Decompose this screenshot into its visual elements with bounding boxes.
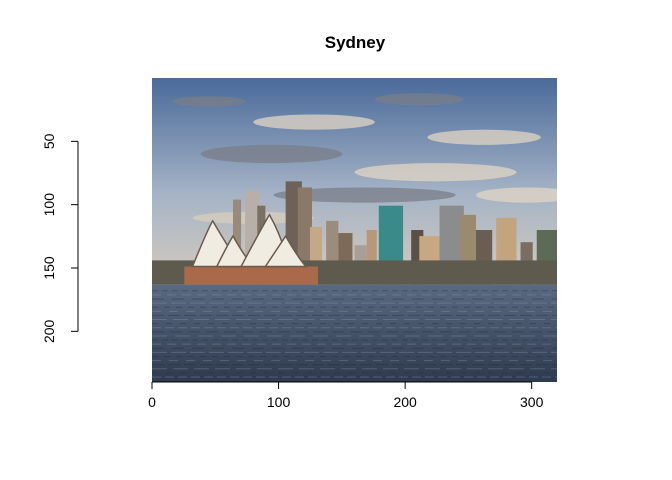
skyline-tower: [366, 230, 377, 285]
x-tick-label: 0: [148, 394, 156, 410]
y-tick-label: 200: [41, 319, 57, 343]
opera-house-podium: [184, 266, 319, 285]
harbour-water: [152, 284, 557, 382]
x-tick-label: 200: [393, 394, 417, 410]
cloud: [273, 187, 456, 203]
x-axis: 0 100 200 300: [148, 381, 544, 410]
photo: [152, 78, 557, 382]
cloud: [374, 93, 464, 106]
x-tick-label: 100: [267, 394, 291, 410]
y-tick-label: 150: [41, 256, 57, 280]
y-tick-label: 50: [41, 133, 57, 149]
cloud: [253, 114, 375, 130]
cloud: [354, 163, 517, 182]
cloud: [476, 187, 557, 203]
x-tick-label: 300: [520, 394, 544, 410]
y-tick-label: 100: [41, 193, 57, 217]
cloud: [427, 129, 541, 145]
opera-house-shell: [263, 234, 308, 268]
y-axis: 50 100 150 200: [41, 133, 79, 343]
chart-title: Sydney: [325, 33, 386, 52]
cloud: [200, 144, 343, 164]
cloud: [172, 96, 246, 107]
